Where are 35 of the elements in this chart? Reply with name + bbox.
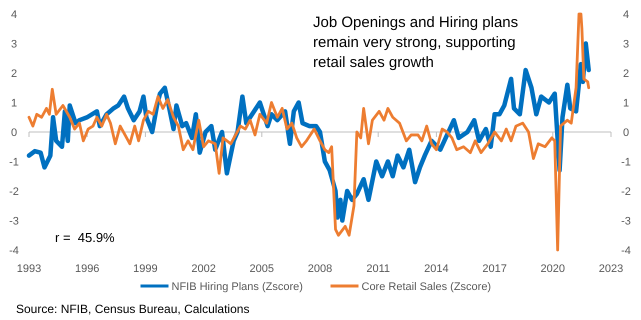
y2-tick-label: 3: [622, 38, 630, 50]
y-tick-label: -3: [9, 216, 19, 228]
y2-tick-label: -4: [621, 245, 631, 257]
y2-tick-label: -3: [621, 216, 631, 228]
x-tick-label: 1999: [133, 263, 158, 275]
y2-tick-label: -1: [621, 156, 631, 168]
legend-label: NFIB Hiring Plans (Zscore): [172, 281, 303, 293]
text: Job Openings and Hiring plans remain very strong, supporting retail sales growth: [313, 14, 518, 71]
y2-tick-label: 4: [622, 9, 630, 21]
line-series: [28, 12, 590, 252]
y2-tick-label: -2: [621, 186, 631, 198]
y-tick-label: -1: [9, 156, 19, 168]
x-tick-label: 2017: [482, 263, 507, 275]
y2-tick-label: 2: [622, 68, 630, 80]
x-tick-label: 2005: [250, 263, 274, 275]
x-tick-label: 2014: [424, 263, 449, 275]
annotation: r = 45.9%: [55, 230, 116, 245]
x-tick-label: 2008: [308, 263, 332, 275]
x-tick-label: 2023: [598, 263, 624, 275]
y-tick-label: 3: [10, 38, 18, 50]
x-tick-label: 2002: [191, 263, 216, 275]
x-tick-label: 1996: [74, 263, 100, 275]
y-tick-label: -4: [9, 245, 19, 257]
y-tick-label: 4: [10, 9, 18, 21]
source-note: Source: NFIB, Census Bureau, Calculations: [16, 302, 250, 316]
y-tick-label: 0: [10, 127, 18, 139]
y-tick-label: -2: [9, 186, 19, 198]
x-tick-label: 1993: [16, 263, 42, 275]
y2-tick-label: 1: [622, 98, 630, 110]
x-tick-label: 2011: [366, 263, 390, 275]
y-tick-label: 2: [10, 68, 18, 80]
y-tick-label: 1: [10, 98, 18, 110]
x-tick-label: 2020: [540, 263, 566, 275]
legend-label: Core Retail Sales (Zscore): [362, 281, 492, 293]
y2-tick-label: 0: [622, 127, 630, 139]
